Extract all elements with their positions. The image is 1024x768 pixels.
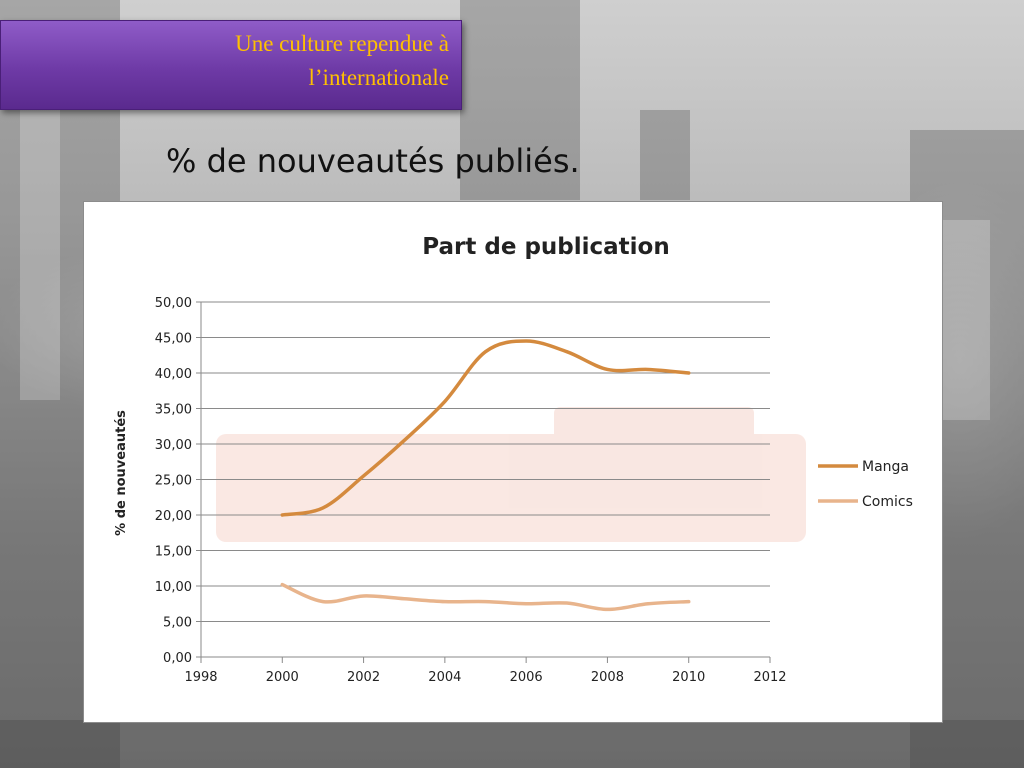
section-title-line1: Une culture rependue à <box>235 31 449 56</box>
x-tick-label: 2002 <box>347 670 380 685</box>
x-tick-label: 2012 <box>753 670 786 685</box>
y-tick-label: 45,00 <box>155 332 192 347</box>
x-tick-label: 2004 <box>428 670 461 685</box>
chart-panel: Part de publication 0,00 5,00 10,00 15,00 20… <box>83 201 943 723</box>
y-tick-label: 25,00 <box>155 474 192 489</box>
x-tick-label: 2006 <box>510 670 543 685</box>
watermark-logo <box>216 407 806 542</box>
slide-title: % de nouveautés publiés. <box>166 142 580 180</box>
axes <box>200 302 771 663</box>
x-tick-label: 2008 <box>591 670 624 685</box>
y-tick-label: 20,00 <box>155 509 192 524</box>
y-tick-label: 15,00 <box>155 545 192 560</box>
legend: Manga Comics <box>818 459 913 510</box>
chart-title: Part de publication <box>422 234 669 260</box>
x-tick-label: 2010 <box>672 670 705 685</box>
section-title: Une culture rependue à l’internationale <box>29 27 449 95</box>
section-header: Une culture rependue à l’internationale <box>0 20 462 110</box>
y-tick-labels: 0,00 5,00 10,00 15,00 20,00 25,00 30,00 35,00 40… <box>155 296 192 666</box>
y-tick-label: 5,00 <box>163 616 192 631</box>
y-axis-label: % de nouveautés <box>114 410 129 536</box>
y-tick-label: 40,00 <box>155 367 192 382</box>
y-tick-label: 0,00 <box>163 651 192 666</box>
y-tick-label: 35,00 <box>155 403 192 418</box>
line-chart: Part de publication 0,00 5,00 10,00 15,00 20… <box>114 234 913 685</box>
series-line-comics <box>280 582 691 612</box>
x-tick-labels: 1998 2000 2002 2004 2006 2008 2010 2012 <box>184 670 786 685</box>
y-tick-label: 10,00 <box>155 580 192 595</box>
legend-label-comics: Comics <box>862 494 913 510</box>
legend-label-manga: Manga <box>862 459 909 475</box>
x-tick-label: 1998 <box>184 670 217 685</box>
y-tick-label: 50,00 <box>155 296 192 311</box>
section-title-line2: l’internationale <box>308 65 450 90</box>
x-tick-label: 2000 <box>266 670 299 685</box>
series-line-manga <box>280 339 691 517</box>
y-tick-label: 30,00 <box>155 438 192 453</box>
series-lines <box>280 339 691 612</box>
